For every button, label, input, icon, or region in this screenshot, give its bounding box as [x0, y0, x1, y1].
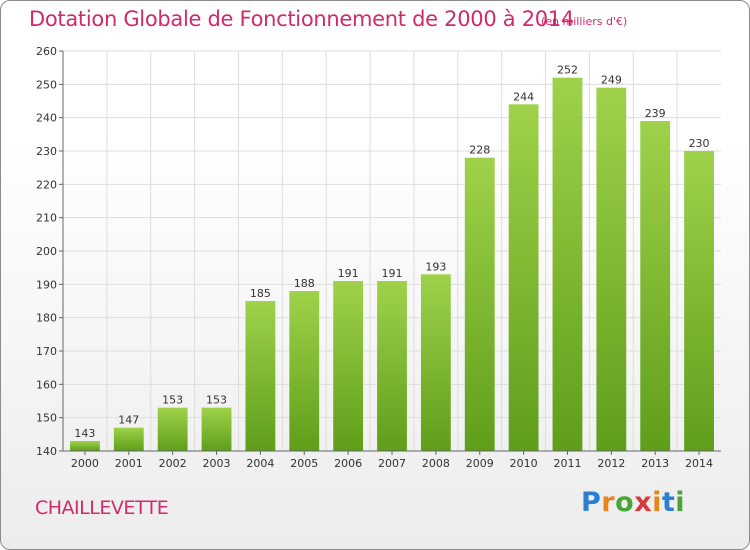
bar[interactable] [70, 441, 100, 451]
logo-letter: P [581, 487, 602, 518]
y-tick-label: 180 [36, 312, 57, 325]
value-label: 153 [162, 394, 183, 407]
axes: 140 150 160 170 180 190 200 210 220 230 240 250 260 2… [36, 45, 721, 470]
y-tick-label: 200 [36, 245, 57, 258]
y-tick-label: 250 [36, 78, 57, 91]
x-tick-label: 2008 [422, 457, 450, 470]
y-tick-label: 220 [36, 178, 57, 191]
bar[interactable] [157, 407, 188, 451]
logo-letter: x [634, 487, 653, 518]
y-tick-label: 210 [36, 212, 57, 225]
x-tick-label: 2013 [641, 457, 669, 470]
bar[interactable] [245, 301, 276, 451]
city-name: CHAILLEVETTE [35, 497, 169, 519]
proxiti-logo[interactable]: Proxiti [581, 487, 685, 518]
value-label: 228 [469, 144, 490, 157]
value-label: 188 [294, 277, 315, 290]
value-label: 249 [601, 74, 622, 87]
bar[interactable] [464, 157, 495, 451]
x-tick-label: 2009 [466, 457, 494, 470]
x-tick-label: 2006 [334, 457, 362, 470]
bar[interactable] [508, 104, 539, 451]
y-tick-label: 260 [36, 45, 57, 58]
logo-letter: o [615, 487, 635, 518]
logo-letter: i [675, 487, 686, 518]
value-label: 230 [689, 137, 710, 150]
value-label: 191 [338, 267, 359, 280]
y-tick-label: 170 [36, 345, 57, 358]
x-tick-label: 2012 [597, 457, 625, 470]
value-label: 239 [645, 107, 666, 120]
x-tick-label: 2011 [553, 457, 581, 470]
x-tick-label: 2005 [290, 457, 318, 470]
x-tick-label: 2001 [115, 457, 143, 470]
x-tick-label: 2003 [203, 457, 231, 470]
x-tick-label: 2004 [246, 457, 274, 470]
bar[interactable] [289, 291, 320, 451]
y-tick-label: 240 [36, 112, 57, 125]
value-label: 143 [74, 427, 95, 440]
x-tick-label: 2010 [510, 457, 538, 470]
chart-title: Dotation Globale de Fonctionnement de 20… [29, 7, 574, 31]
bar[interactable] [201, 407, 232, 451]
y-tick-label: 190 [36, 278, 57, 291]
bar[interactable] [333, 281, 364, 451]
bar[interactable] [113, 427, 144, 451]
x-tick-label: 2007 [378, 457, 406, 470]
bars: 143 147 153 153 185 188 191 191 193 228 244 252 249 2… [70, 64, 714, 452]
x-tick-label: 2002 [159, 457, 187, 470]
value-label: 147 [118, 414, 139, 427]
y-tick-label: 230 [36, 145, 57, 158]
x-tick-label: 2000 [71, 457, 99, 470]
bar[interactable] [684, 151, 714, 451]
y-tick-label: 140 [36, 445, 57, 458]
y-tick-label: 160 [36, 378, 57, 391]
y-tick-label: 150 [36, 412, 57, 425]
logo-letter: t [661, 487, 676, 518]
bar[interactable] [596, 87, 627, 452]
bar[interactable] [552, 77, 583, 452]
value-label: 252 [557, 64, 578, 77]
chart-subtitle: (en milliers d'€) [541, 15, 628, 28]
x-tick-label: 2014 [685, 457, 713, 470]
bar[interactable] [640, 121, 671, 451]
value-label: 185 [250, 287, 271, 300]
logo-letter: r [601, 487, 616, 518]
bar[interactable] [420, 274, 451, 451]
bar[interactable] [377, 281, 407, 451]
logo-letter: i [652, 487, 662, 518]
value-label: 153 [206, 394, 227, 407]
value-label: 193 [425, 260, 446, 273]
value-label: 191 [382, 267, 403, 280]
value-label: 244 [513, 90, 534, 103]
